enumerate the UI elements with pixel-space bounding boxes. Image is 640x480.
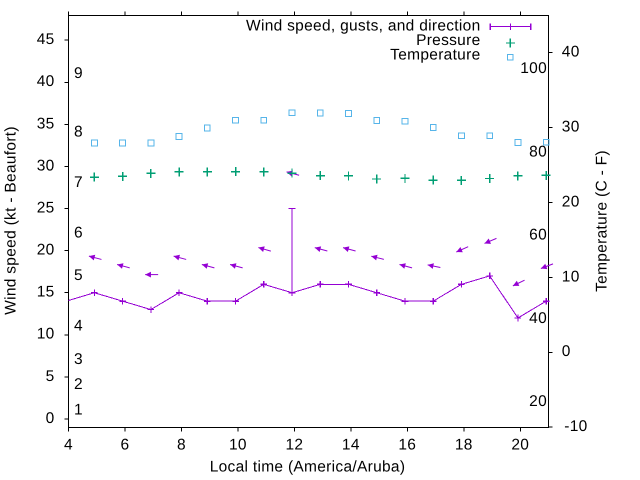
svg-text:5: 5 [46,368,55,385]
svg-text:20: 20 [37,242,55,259]
svg-text:20: 20 [562,193,580,210]
svg-text:25: 25 [37,199,55,216]
svg-text:12: 12 [285,437,303,454]
svg-text:30: 30 [37,157,55,174]
svg-text:8: 8 [74,124,83,141]
svg-text:16: 16 [398,437,416,454]
svg-text:3: 3 [74,351,83,368]
svg-text:0: 0 [562,343,571,360]
svg-text:40: 40 [529,310,547,327]
svg-text:60: 60 [529,227,547,244]
svg-text:4: 4 [64,437,73,454]
svg-text:80: 80 [529,143,547,160]
svg-text:15: 15 [37,284,55,301]
svg-text:40: 40 [562,43,580,60]
svg-text:45: 45 [37,31,55,48]
svg-text:20: 20 [529,393,547,410]
svg-text:Wind speed, gusts, and directi: Wind speed, gusts, and direction [246,17,480,34]
svg-text:Wind speed (kt - Beaufort): Wind speed (kt - Beaufort) [3,126,20,315]
svg-text:Pressure: Pressure [416,32,480,49]
svg-text:7: 7 [74,174,83,191]
svg-text:100: 100 [520,60,547,77]
svg-text:10: 10 [562,268,580,285]
svg-text:30: 30 [562,118,580,135]
svg-text:Temperature: Temperature [390,46,480,63]
svg-text:6: 6 [74,225,83,242]
svg-text:Temperature (C - F): Temperature (C - F) [594,150,611,292]
svg-text:40: 40 [37,73,55,90]
svg-text:Local time (America/Aruba): Local time (America/Aruba) [210,459,406,476]
svg-text:35: 35 [37,115,55,132]
svg-text:-10: -10 [564,418,587,435]
svg-text:4: 4 [74,317,83,334]
svg-text:14: 14 [342,437,360,454]
svg-text:5: 5 [74,267,83,284]
svg-text:10: 10 [37,326,55,343]
svg-text:18: 18 [455,437,473,454]
svg-text:8: 8 [177,437,186,454]
svg-text:10: 10 [229,437,247,454]
svg-text:0: 0 [46,410,55,427]
svg-text:2: 2 [74,376,83,393]
svg-text:20: 20 [511,437,529,454]
svg-text:9: 9 [74,65,83,82]
svg-text:1: 1 [74,401,83,418]
svg-text:6: 6 [121,437,130,454]
